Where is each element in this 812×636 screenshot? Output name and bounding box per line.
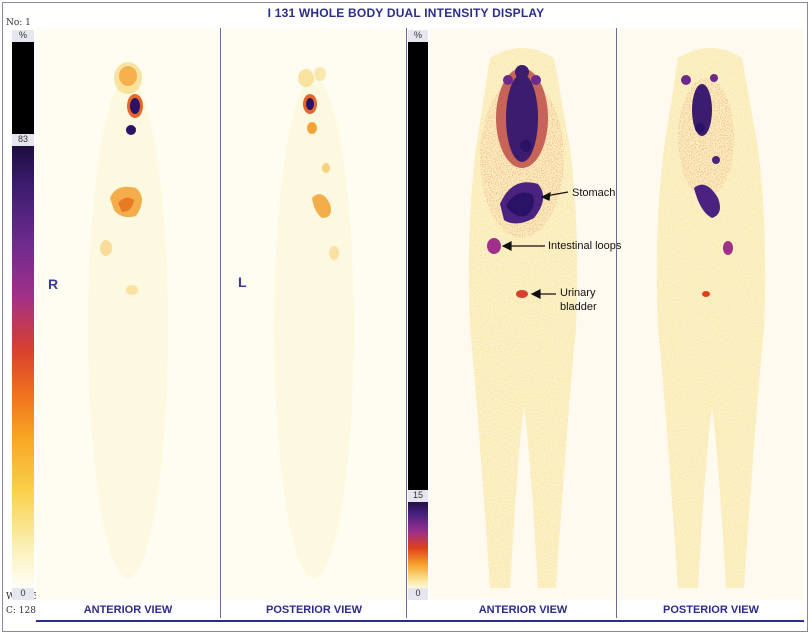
right-scale-percent: % bbox=[408, 30, 428, 42]
urinary-label-line2: bladder bbox=[560, 301, 597, 313]
window-center: C: 128 bbox=[6, 606, 36, 616]
separator-right bbox=[616, 28, 617, 618]
left-scale-mid-value: 83 bbox=[12, 134, 34, 146]
left-anterior-scan bbox=[36, 28, 220, 600]
left-posterior-view-label: POSTERIOR VIEW bbox=[266, 604, 362, 616]
series-number: No: 1 bbox=[6, 18, 31, 28]
urinary-bladder-label: Urinary bladder bbox=[560, 286, 597, 314]
left-scale-bottom-value: 0 bbox=[12, 588, 34, 600]
urinary-label-line1: Urinary bbox=[560, 287, 596, 299]
display-title: I 131 WHOLE BODY DUAL INTENSITY DISPLAY bbox=[267, 6, 545, 20]
bottom-rule bbox=[36, 620, 804, 622]
right-anterior-view-label: ANTERIOR VIEW bbox=[478, 604, 568, 616]
right-intensity-scale bbox=[408, 42, 428, 592]
left-posterior-scan bbox=[222, 28, 406, 600]
left-intensity-scale bbox=[12, 42, 34, 592]
separator-mid bbox=[406, 28, 407, 618]
right-anterior-scan bbox=[430, 28, 616, 600]
right-scale-bottom-value: 0 bbox=[408, 588, 428, 600]
left-anterior-view-label: ANTERIOR VIEW bbox=[83, 604, 173, 616]
intestinal-loops-label: Intestinal loops bbox=[548, 240, 622, 252]
right-posterior-view-label: POSTERIOR VIEW bbox=[663, 604, 759, 616]
stomach-label: Stomach bbox=[572, 187, 616, 199]
right-posterior-scan bbox=[618, 28, 804, 600]
right-scale-mid-value: 15 bbox=[408, 490, 428, 502]
separator-left bbox=[220, 28, 221, 618]
left-side-marker: L bbox=[238, 274, 247, 290]
left-scale-percent: % bbox=[12, 30, 34, 42]
right-side-marker: R bbox=[48, 276, 59, 292]
